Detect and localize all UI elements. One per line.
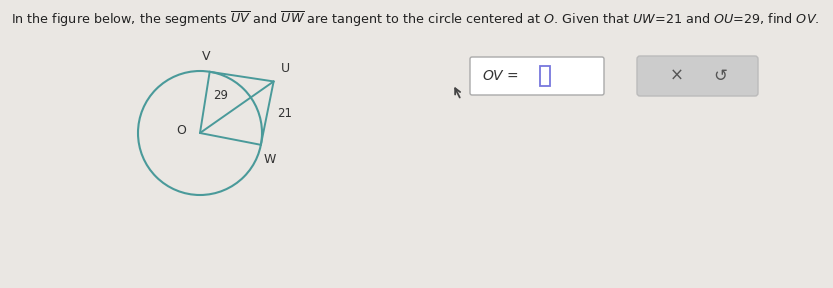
- Text: ×: ×: [670, 67, 684, 85]
- Text: $OV$ =: $OV$ =: [482, 69, 521, 83]
- Text: ↺: ↺: [714, 67, 727, 85]
- FancyBboxPatch shape: [470, 57, 604, 95]
- Text: V: V: [202, 50, 210, 63]
- Text: 29: 29: [213, 89, 228, 102]
- Text: U: U: [281, 62, 290, 75]
- Text: O: O: [176, 124, 186, 137]
- Text: In the figure below, the segments $\overline{UV}$ and $\overline{UW}$ are tangen: In the figure below, the segments $\over…: [11, 10, 819, 29]
- Text: W: W: [264, 153, 277, 166]
- FancyBboxPatch shape: [637, 56, 758, 96]
- Bar: [540, 66, 550, 86]
- Text: 21: 21: [277, 107, 292, 120]
